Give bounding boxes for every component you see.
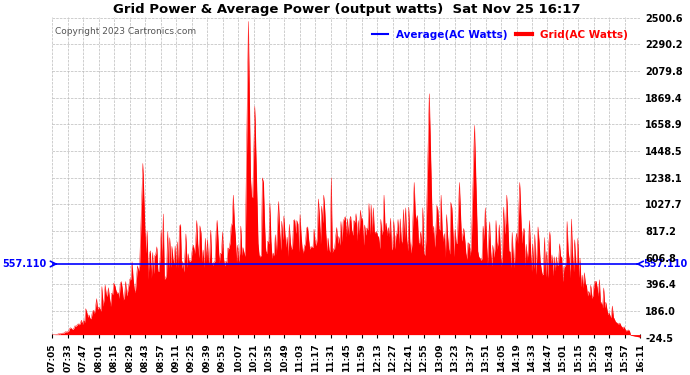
Title: Grid Power & Average Power (output watts)  Sat Nov 25 16:17: Grid Power & Average Power (output watts…	[112, 3, 580, 16]
Text: 557.110: 557.110	[2, 259, 46, 269]
Legend: Average(AC Watts), Grid(AC Watts): Average(AC Watts), Grid(AC Watts)	[368, 26, 632, 44]
Text: 557.110: 557.110	[643, 259, 687, 269]
Text: Copyright 2023 Cartronics.com: Copyright 2023 Cartronics.com	[55, 27, 197, 36]
